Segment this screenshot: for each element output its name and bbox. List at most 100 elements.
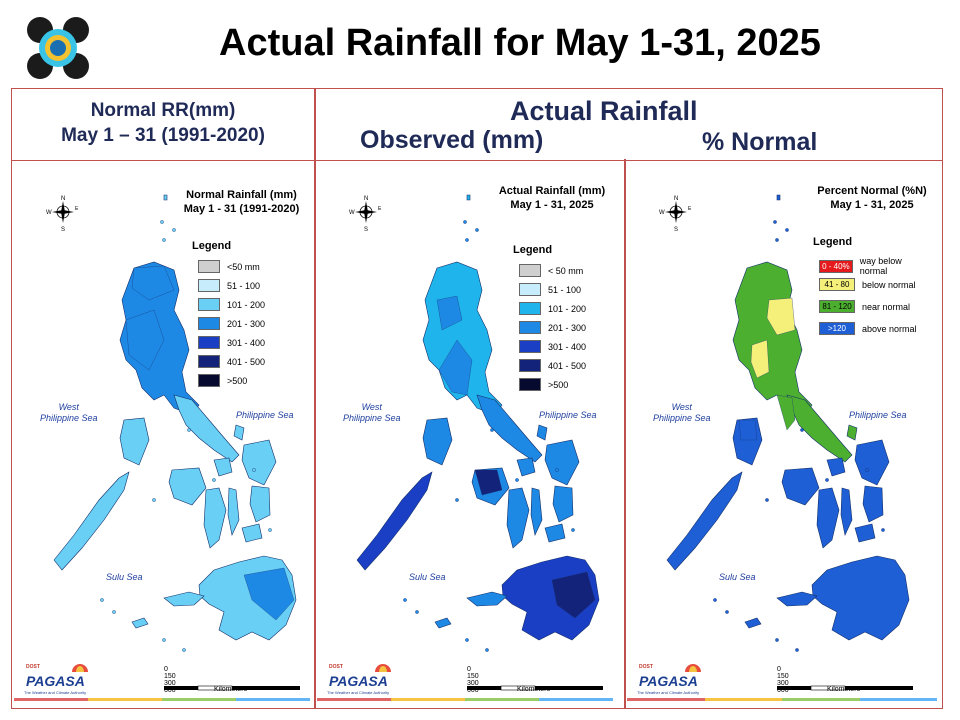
- islet: [485, 648, 489, 652]
- legend-title: Legend: [813, 236, 853, 248]
- sea-label-west-line-2: Philippine Sea: [653, 413, 711, 423]
- compass-w: W: [46, 210, 52, 216]
- island-catanduanes: [536, 424, 548, 441]
- compass-rose-icon: N S W E: [46, 195, 80, 233]
- island-panay: [168, 467, 207, 506]
- scale-tick-label: 600: [467, 687, 479, 694]
- islet: [571, 528, 575, 532]
- island-bohol: [854, 523, 876, 543]
- sea-label-west: West Philippine Sea: [40, 402, 98, 424]
- rainfall-zone: [776, 394, 796, 431]
- scale-tick-label: 0: [777, 666, 781, 673]
- rainfall-zone: [738, 419, 758, 441]
- legend-label: 201 - 300: [548, 322, 587, 333]
- scale-tick-label: 150: [777, 673, 789, 680]
- compass-e: E: [378, 206, 382, 212]
- scale-tick-label: 600: [777, 687, 789, 694]
- panel-frame-3: [624, 159, 943, 709]
- legend-label: above normal: [862, 323, 917, 334]
- legend-item: 0 - 40% way below normal: [819, 256, 927, 276]
- legend-item: < 50 mm: [519, 264, 583, 277]
- legend-swatch: [198, 298, 220, 311]
- islet: [152, 498, 156, 502]
- compass-s: S: [364, 227, 368, 233]
- legend-swatch: [519, 264, 541, 277]
- island-bicol: [173, 394, 240, 463]
- scale-bar: 0 150 300 600: [467, 666, 603, 694]
- legend-item: >120 above normal: [819, 322, 917, 335]
- map-percent: [666, 194, 910, 652]
- pagasa-name: PAGASA: [639, 673, 698, 689]
- legend-item: 101 - 200: [519, 302, 586, 315]
- footer-stripe: [14, 698, 88, 701]
- legend-swatch: [519, 340, 541, 353]
- legend-item: 401 - 500: [198, 355, 265, 368]
- compass-s: S: [674, 227, 678, 233]
- island-bohol: [241, 523, 263, 543]
- island-batanes: [466, 194, 471, 201]
- scale-tick-label: 300: [777, 680, 789, 687]
- normal-header: Normal RR(mm) May 1 – 31 (1991-2020): [12, 90, 314, 160]
- legend-item: 301 - 400: [198, 336, 265, 349]
- legend-label: < 50 mm: [548, 265, 584, 276]
- scale-tick-label: 150: [164, 673, 176, 680]
- islet: [403, 598, 407, 602]
- sea-label-west-line-1: West: [671, 402, 692, 412]
- legend-swatch: >120: [819, 322, 855, 335]
- islet: [795, 648, 799, 652]
- compass-e: E: [688, 206, 692, 212]
- compass-s: S: [61, 227, 65, 233]
- island-catanduanes: [233, 424, 245, 441]
- legend-swatch: [198, 374, 220, 387]
- compass-w: W: [659, 210, 665, 216]
- legend-swatch: 0 - 40%: [819, 259, 853, 273]
- legend-item: 41 - 80 below normal: [819, 278, 916, 291]
- island-bicol: [786, 394, 853, 463]
- sea-label-south: Sulu Sea: [719, 572, 756, 582]
- islet: [463, 220, 467, 224]
- rainfall-zone: [438, 339, 473, 396]
- scale-tick-label: 300: [467, 680, 479, 687]
- legend-item: 81 - 120 near normal: [819, 300, 910, 313]
- map-title: Actual Rainfall (mm) May 1 - 31, 2025: [492, 184, 612, 212]
- island-palawan: [666, 471, 743, 571]
- island-luzon: [732, 261, 813, 416]
- footer-stripe: [162, 698, 236, 701]
- legend-label: <50 mm: [227, 261, 260, 272]
- actual-header: Actual Rainfall: [510, 96, 698, 126]
- compass-n: N: [61, 196, 65, 202]
- legend-swatch: [519, 378, 541, 391]
- rainfall-zone: [474, 469, 503, 496]
- normal-header-line2: May 1 – 31 (1991-2020): [61, 125, 265, 146]
- map-title: Percent Normal (%N) May 1 - 31, 2025: [807, 184, 937, 212]
- rainfall-zone: [436, 295, 463, 331]
- island-palawan: [53, 471, 130, 571]
- islet: [475, 228, 479, 232]
- legend-swatch: 41 - 80: [819, 278, 855, 291]
- sea-label-south: Sulu Sea: [409, 572, 446, 582]
- island-zambo: [466, 591, 508, 607]
- islet: [465, 238, 469, 242]
- islet: [172, 228, 176, 232]
- pagasa-dost: DOST: [639, 664, 653, 670]
- island-catanduanes: [846, 424, 858, 441]
- scale-bar: 0 150 300 600: [164, 666, 300, 694]
- pagasa-logo: DOST PAGASA The Weather and Climate Author…: [323, 660, 397, 700]
- island-cebu: [227, 487, 240, 536]
- legend-label: 51 - 100: [548, 284, 582, 295]
- map-title-line2: May 1 - 31, 2025: [830, 199, 914, 211]
- islet: [160, 220, 164, 224]
- legend-label: 51 - 100: [227, 280, 261, 291]
- islet: [785, 228, 789, 232]
- scale-labels: 0 150 300 600: [777, 666, 913, 694]
- legend-item: 51 - 100: [198, 279, 260, 292]
- island-negros: [506, 487, 530, 549]
- rainfall-zone: [750, 339, 770, 379]
- island-batanes: [776, 194, 781, 201]
- pagasa-dost: DOST: [26, 664, 40, 670]
- island-sulu: [131, 617, 149, 629]
- islet: [212, 478, 216, 482]
- islet: [182, 648, 186, 652]
- legend-swatch: [198, 336, 220, 349]
- island-zambo: [776, 591, 818, 607]
